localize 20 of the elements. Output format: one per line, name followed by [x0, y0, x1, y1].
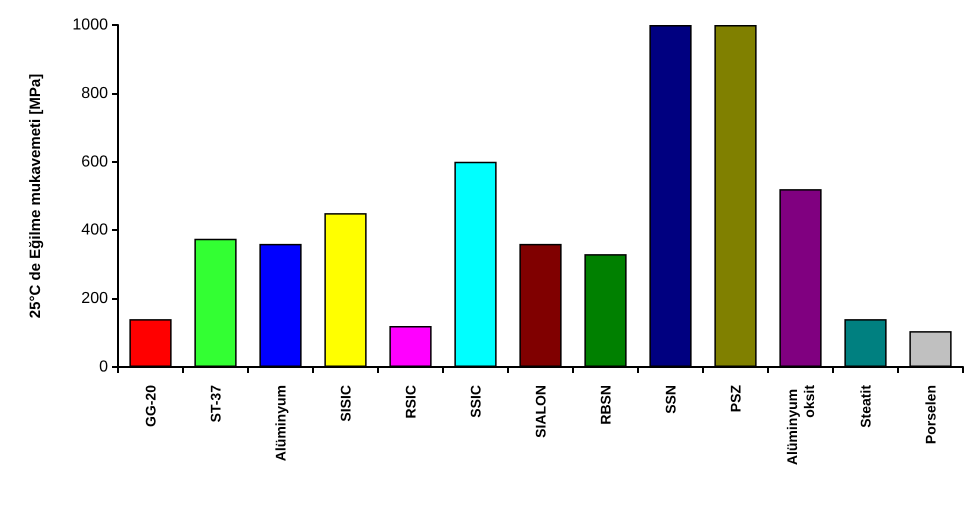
- x-tick-label: RBSN: [598, 385, 614, 425]
- x-tick-label: PSZ: [728, 384, 744, 412]
- x-tick-label: RSIC: [402, 385, 418, 418]
- y-tick-label: 400: [81, 222, 108, 239]
- x-tick-label: GG-20: [142, 384, 158, 428]
- x-tick-label: Alüminyum oksit: [784, 384, 817, 466]
- x-tick-label: SISIC: [338, 385, 354, 422]
- x-tick-label: Alüminyum: [272, 385, 288, 462]
- y-tick-label: 600: [81, 153, 108, 170]
- y-tick-label: 800: [81, 84, 108, 102]
- y-tick-label: 200: [81, 290, 108, 308]
- x-tick-label: SIALON: [532, 385, 548, 438]
- y-axis-title: 25°C de Eğilme mukavemeti [MPa]: [27, 74, 44, 318]
- y-tick-label: 1000: [72, 16, 108, 34]
- x-tick-label: ST-37: [208, 384, 224, 422]
- x-tick-label: Steatit: [858, 384, 874, 428]
- x-tick-label: Porselen: [922, 385, 938, 444]
- y-tick-label: 0: [99, 358, 108, 376]
- x-tick-label: SSN: [662, 385, 678, 414]
- x-tick-label: SSIC: [468, 385, 484, 418]
